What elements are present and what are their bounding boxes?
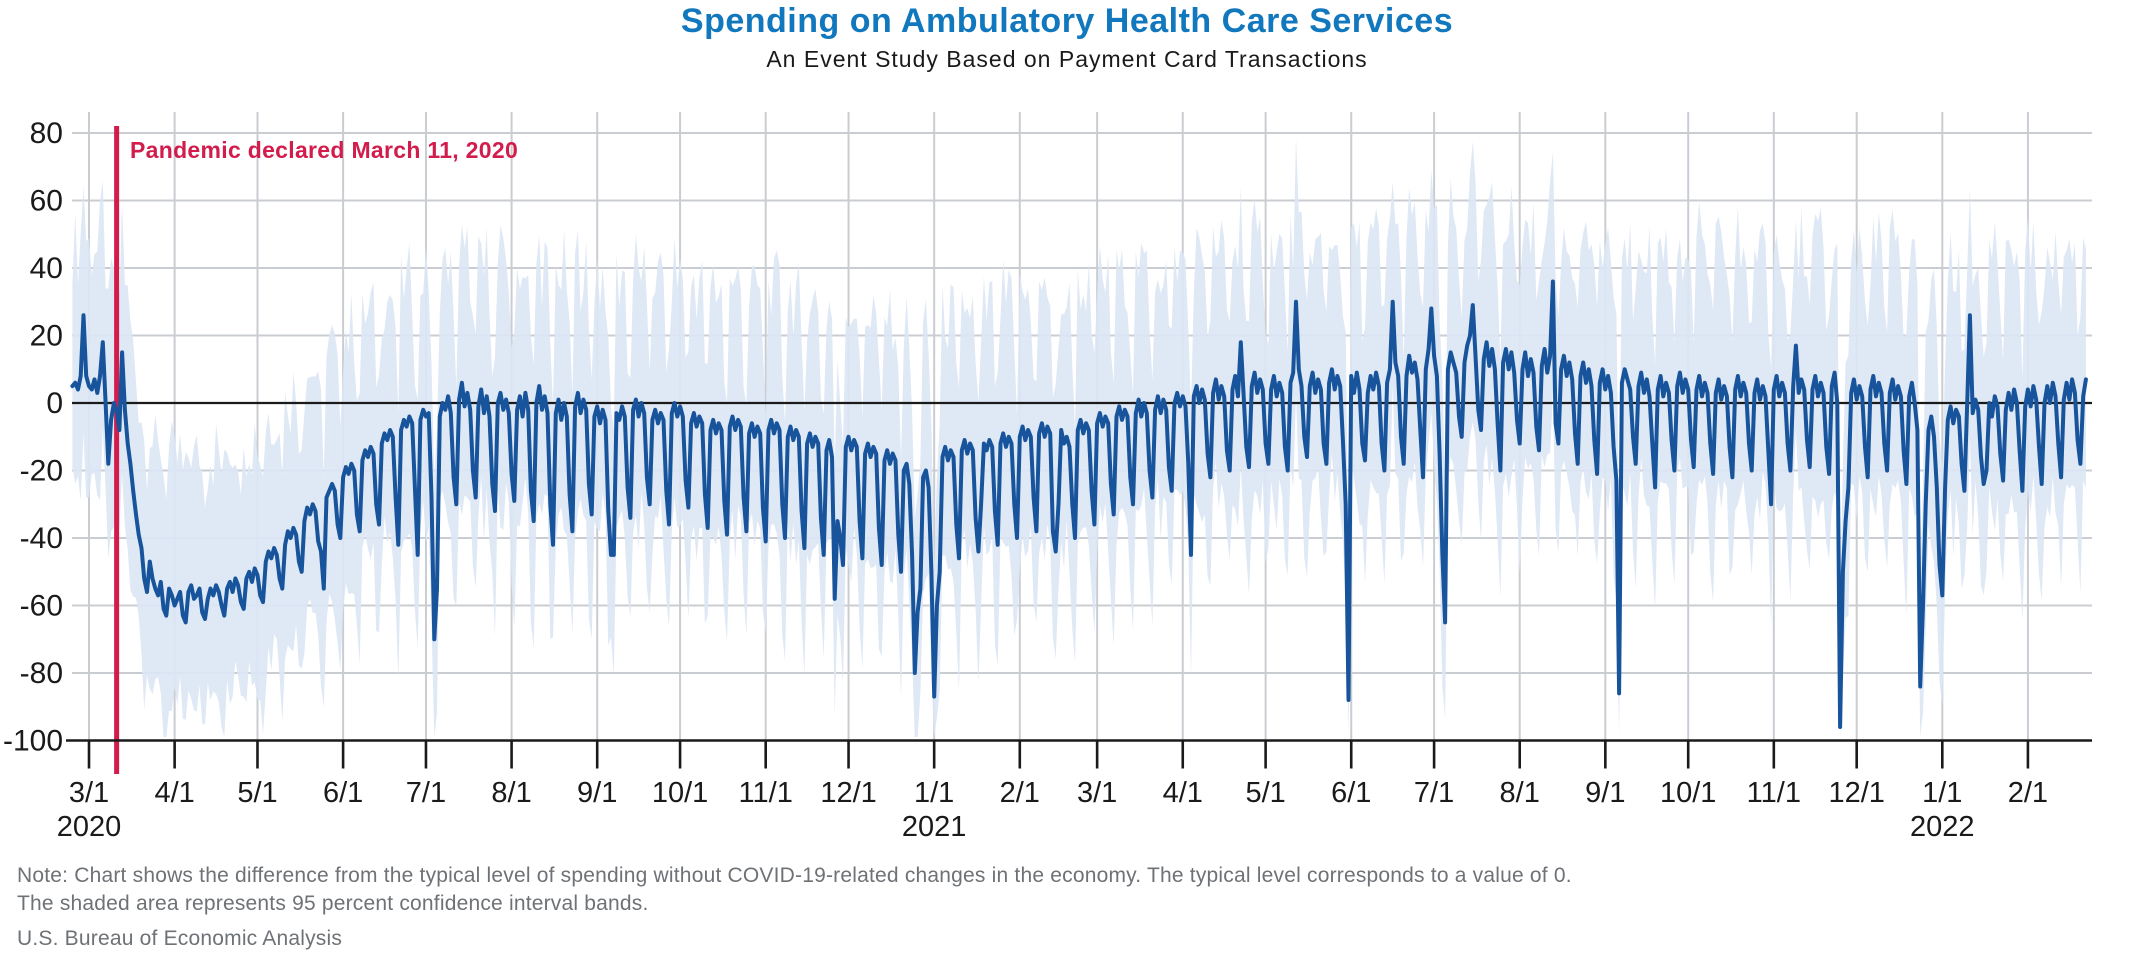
x-axis-label: 1/1 xyxy=(914,777,954,809)
x-axis-label: 2/1 xyxy=(2008,777,2048,809)
x-axis-label: 8/1 xyxy=(491,777,531,809)
x-axis-label: 12/1 xyxy=(1828,777,1884,809)
x-axis-label: 4/1 xyxy=(154,777,194,809)
x-axis-label: 1/1 xyxy=(1922,777,1962,809)
x-axis-year-label: 2022 xyxy=(1910,811,1975,843)
y-axis-label: -60 xyxy=(20,590,63,623)
x-axis-label: 7/1 xyxy=(406,777,446,809)
x-axis-label: 11/1 xyxy=(739,777,793,809)
footnote-line-2: The shaded area represents 95 percent co… xyxy=(17,892,649,915)
x-axis-label: 9/1 xyxy=(577,777,617,809)
x-axis-label: 11/1 xyxy=(1747,777,1801,809)
y-axis-label: -20 xyxy=(20,455,63,488)
y-axis-label: -40 xyxy=(20,522,63,555)
x-axis-ticks xyxy=(87,740,2030,769)
x-axis-label: 4/1 xyxy=(1163,777,1203,809)
x-axis-label: 6/1 xyxy=(1331,777,1371,809)
y-axis-label: -80 xyxy=(20,657,63,690)
spending-line xyxy=(70,279,2088,729)
x-axis-year-label: 2020 xyxy=(57,811,122,843)
y-axis-label: -100 xyxy=(3,725,63,758)
x-axis-label: 9/1 xyxy=(1585,777,1625,809)
x-axis-label: 6/1 xyxy=(323,777,363,809)
y-axis-labels: 80 60 40 20 0 -20 -40 -60 -80 -100 xyxy=(3,117,63,758)
y-axis-label: 0 xyxy=(46,387,63,420)
x-axis-label: 12/1 xyxy=(820,777,876,809)
footnote-line-1: Note: Chart shows the difference from th… xyxy=(17,864,1572,887)
x-axis-label: 10/1 xyxy=(1660,777,1716,809)
chart-subtitle: An Event Study Based on Payment Card Tra… xyxy=(766,46,1368,72)
y-axis-label: 40 xyxy=(30,252,63,285)
y-axis-label: 20 xyxy=(30,320,63,353)
x-axis-label: 8/1 xyxy=(1500,777,1540,809)
source-attribution: U.S. Bureau of Economic Analysis xyxy=(17,927,343,950)
x-axis-label: 3/1 xyxy=(1077,777,1117,809)
x-axis-year-label: 2021 xyxy=(902,811,967,843)
x-axis-label: 2/1 xyxy=(1000,777,1040,809)
x-axis-label: 3/1 xyxy=(69,777,109,809)
x-axis-label: 7/1 xyxy=(1414,777,1454,809)
chart-title: Spending on Ambulatory Health Care Servi… xyxy=(680,2,1454,40)
y-axis-label: 60 xyxy=(30,185,63,218)
x-axis-label: 5/1 xyxy=(1245,777,1285,809)
y-axis-label: 80 xyxy=(30,117,63,150)
x-axis-label: 10/1 xyxy=(652,777,708,809)
pandemic-declared-annotation: Pandemic declared March 11, 2020 xyxy=(130,137,519,163)
x-axis-label: 5/1 xyxy=(237,777,277,809)
